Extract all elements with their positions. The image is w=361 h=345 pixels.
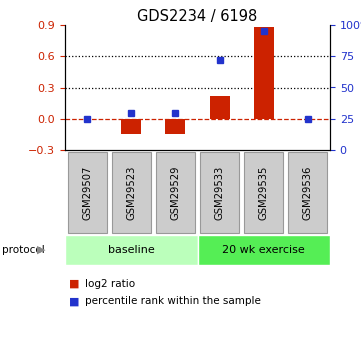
Text: log2 ratio: log2 ratio: [85, 279, 135, 289]
Text: 20 wk exercise: 20 wk exercise: [222, 245, 305, 255]
Text: protocol: protocol: [2, 245, 44, 255]
Bar: [210, 96, 230, 119]
Bar: [165, 119, 185, 134]
FancyBboxPatch shape: [197, 235, 330, 265]
Text: percentile rank within the sample: percentile rank within the sample: [85, 296, 261, 306]
FancyBboxPatch shape: [244, 152, 283, 233]
Text: ■: ■: [69, 296, 79, 306]
Text: ▶: ▶: [37, 245, 46, 255]
Text: baseline: baseline: [108, 245, 155, 255]
Bar: [121, 119, 141, 134]
FancyBboxPatch shape: [68, 152, 106, 233]
FancyBboxPatch shape: [288, 152, 327, 233]
Title: GDS2234 / 6198: GDS2234 / 6198: [138, 9, 258, 24]
FancyBboxPatch shape: [200, 152, 239, 233]
Text: GSM29536: GSM29536: [303, 165, 313, 220]
Text: ■: ■: [69, 279, 79, 289]
FancyBboxPatch shape: [112, 152, 151, 233]
FancyBboxPatch shape: [65, 235, 197, 265]
Text: GSM29533: GSM29533: [214, 165, 225, 220]
Text: GSM29523: GSM29523: [126, 165, 136, 220]
Bar: [254, 27, 274, 119]
Text: GSM29529: GSM29529: [170, 165, 180, 220]
FancyBboxPatch shape: [156, 152, 195, 233]
Text: GSM29507: GSM29507: [82, 165, 92, 220]
Text: GSM29535: GSM29535: [259, 165, 269, 220]
